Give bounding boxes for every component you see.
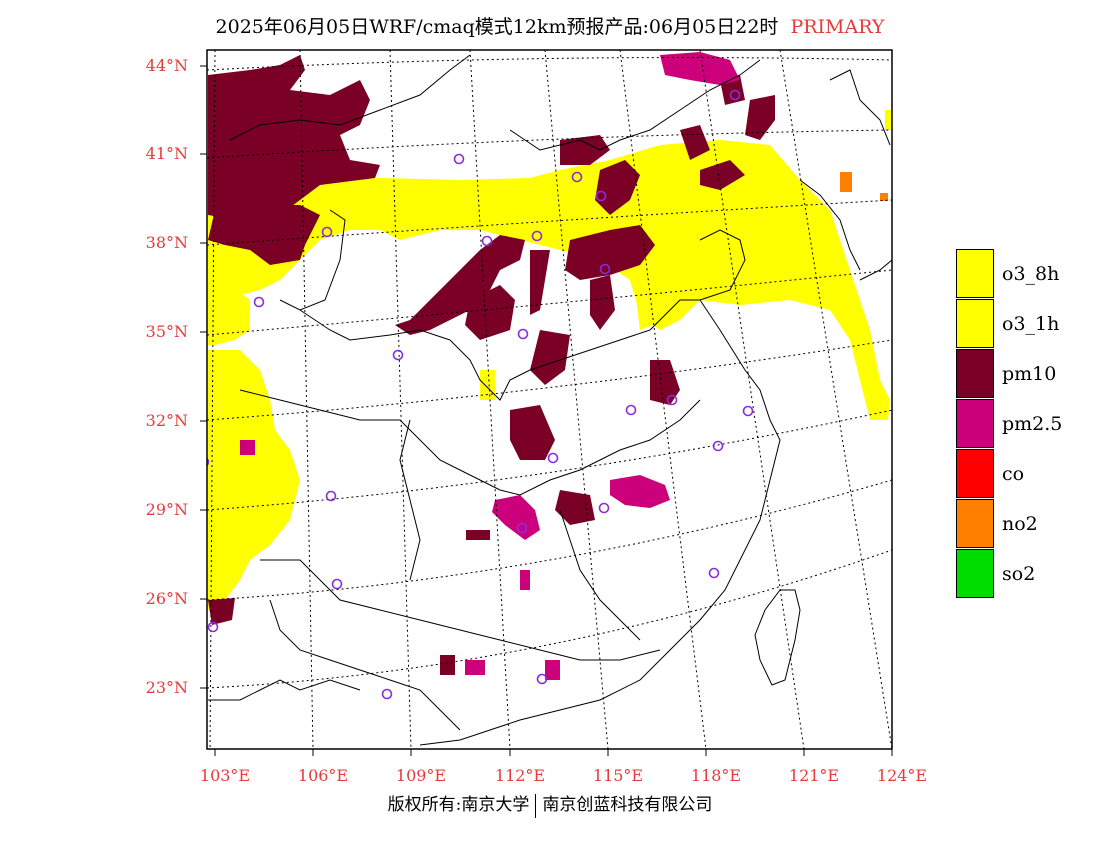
lon-label: 106°E [297,766,349,785]
map-frame [206,49,893,750]
legend-swatch [956,399,994,448]
legend-swatch [956,349,994,398]
footer: 版权所有:南京大学 南京创蓝科技有限公司 [0,790,1100,818]
lat-label: 29°N [145,500,188,519]
lat-label: 41°N [145,144,188,163]
lat-label: 32°N [145,411,188,430]
pm10-regions [208,55,775,675]
primary-tag: PRIMARY [790,16,885,38]
legend-label: no2 [1002,513,1038,535]
legend-label: so2 [1002,563,1036,585]
footer-separator [535,793,537,818]
lon-label: 109°E [395,766,447,785]
lon-label: 124°E [876,766,928,785]
lon-label: 118°E [690,766,742,785]
axis-ticks [200,65,893,756]
legend-swatch [956,249,994,298]
no2-patch [880,193,888,201]
legend-swatch [956,299,994,348]
lon-label: 121°E [788,766,840,785]
legend-label: pm2.5 [1002,413,1063,435]
lat-label: 23°N [145,678,188,697]
legend-swatch [956,549,994,598]
lat-label: 38°N [145,233,188,252]
legend-swatch [956,449,994,498]
lon-label: 112°E [494,766,546,785]
pm25-regions [240,52,740,680]
legend-label: o3_1h [1002,313,1060,335]
lat-label: 44°N [145,56,188,75]
legend-label: o3_8h [1002,263,1060,285]
lat-label: 26°N [145,589,188,608]
lat-label: 35°N [145,322,188,341]
boundaries [208,54,892,746]
o3-regions [208,110,892,610]
legend-label: co [1002,463,1025,485]
graticule [207,50,892,749]
copyright-text: 版权所有:南京大学 [387,795,530,815]
title-text: 2025年06月05日WRF/cmaq模式12km预报产品:06月05日22时 [215,16,779,38]
lon-label: 115°E [592,766,644,785]
legend-label: pm10 [1002,363,1057,385]
legend-swatch [956,499,994,548]
lon-label: 103°E [199,766,251,785]
map-title: 2025年06月05日WRF/cmaq模式12km预报产品:06月05日22时 P… [0,12,1100,39]
company-text: 南京创蓝科技有限公司 [542,795,713,815]
station-markers [207,89,754,700]
no2-patch [840,172,852,192]
